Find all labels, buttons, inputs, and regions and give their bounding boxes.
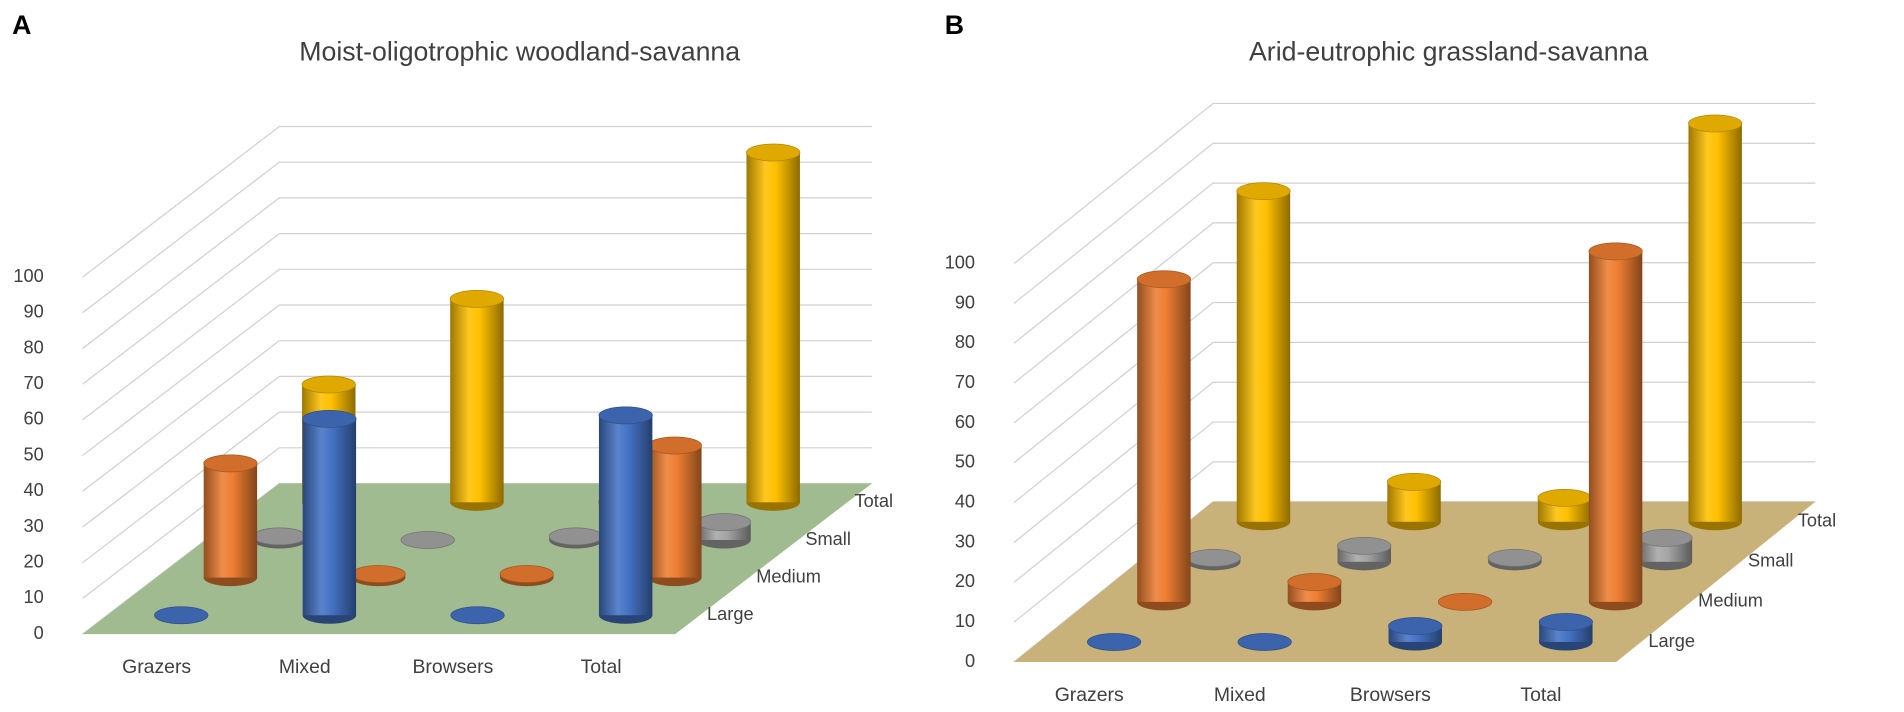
panel-label: B (945, 10, 964, 40)
x-tick-label: Mixed (279, 656, 331, 678)
cylinder (154, 606, 209, 625)
grid-line (82, 161, 872, 314)
y-tick-label: 40 (955, 491, 975, 511)
grid-line (1013, 182, 1816, 344)
x-tick-label: Total (581, 656, 622, 678)
x-tick-label: Browsers (412, 656, 493, 678)
grid-line (82, 197, 872, 349)
y-tick-label: 50 (955, 452, 975, 472)
y-tick-label: 30 (23, 516, 43, 536)
cylinder (400, 531, 455, 549)
y-tick-label: 0 (965, 651, 975, 671)
y-tick-label: 0 (34, 623, 44, 643)
x-tick-label: Browsers (1350, 684, 1431, 706)
grid-line (82, 268, 872, 421)
grid-line (82, 411, 872, 564)
y-tick-label: 20 (23, 551, 43, 571)
y-tick-label: 70 (23, 373, 43, 393)
legend-entry: Medium (1698, 591, 1763, 611)
cylinder (499, 565, 554, 587)
grid-line (1013, 142, 1816, 305)
cylinder (1287, 573, 1342, 611)
y-tick-label: 10 (955, 611, 975, 631)
cylinder (1538, 613, 1593, 651)
cylinder (351, 565, 406, 587)
grid-line (1013, 222, 1816, 384)
cylinder (1437, 593, 1493, 611)
grid-line (82, 340, 872, 492)
cylinder (1087, 633, 1142, 651)
grid-line (82, 232, 872, 385)
x-tick-label: Grazers (1055, 684, 1124, 706)
cylinder (746, 143, 801, 511)
cylinder (1236, 182, 1291, 531)
legend-entry: Medium (756, 566, 821, 586)
legend-entry: Small (805, 529, 851, 549)
cylinder (449, 289, 504, 511)
cylinder (302, 410, 357, 624)
y-tick-label: 20 (955, 571, 975, 591)
y-tick-label: 30 (955, 531, 975, 551)
y-tick-label: 100 (945, 253, 975, 273)
legend-entry: Total (855, 491, 893, 511)
cylinder (1186, 548, 1241, 571)
cylinder (1386, 473, 1442, 531)
cylinder (1638, 529, 1693, 571)
cylinder (1136, 270, 1191, 611)
cylinder (1337, 537, 1392, 571)
y-tick-label: 60 (23, 409, 43, 429)
cylinder (1588, 242, 1643, 611)
cylinder (1237, 633, 1292, 651)
cylinder (1688, 114, 1743, 531)
grid-line (82, 375, 872, 528)
y-tick-label: 80 (23, 337, 43, 357)
chart-title: Arid-eutrophic grassland-savanna (1249, 37, 1648, 67)
cylinder (203, 454, 258, 587)
cylinder (1487, 548, 1542, 571)
cylinder (647, 436, 702, 587)
y-tick-label: 60 (955, 412, 975, 432)
legend-entry: Large (1648, 631, 1695, 651)
cylinder (598, 406, 653, 624)
y-tick-label: 80 (955, 332, 975, 352)
legend-entry: Small (1748, 551, 1794, 571)
grid-line (82, 125, 872, 278)
legend-entry: Large (707, 604, 754, 624)
legend-entry: Total (1798, 511, 1836, 531)
chart-title: Moist-oligotrophic woodland-savanna (299, 37, 740, 67)
x-tick-label: Mixed (1214, 684, 1266, 706)
y-tick-label: 40 (23, 480, 43, 500)
y-tick-label: 70 (955, 372, 975, 392)
cylinder (548, 527, 603, 549)
cylinder (696, 513, 752, 549)
x-tick-label: Grazers (122, 656, 191, 678)
grid-line (82, 304, 872, 457)
x-tick-label: Total (1520, 684, 1561, 706)
grid-line (1013, 102, 1816, 265)
cylinder (1537, 488, 1592, 531)
cylinder (252, 527, 307, 549)
y-tick-label: 50 (23, 444, 43, 464)
y-tick-label: 100 (13, 266, 43, 286)
y-tick-label: 90 (23, 302, 43, 322)
cylinder (1388, 617, 1443, 651)
y-tick-label: 10 (23, 587, 43, 607)
panel-label: A (12, 10, 31, 40)
cylinder (450, 606, 505, 625)
y-tick-label: 90 (955, 292, 975, 312)
